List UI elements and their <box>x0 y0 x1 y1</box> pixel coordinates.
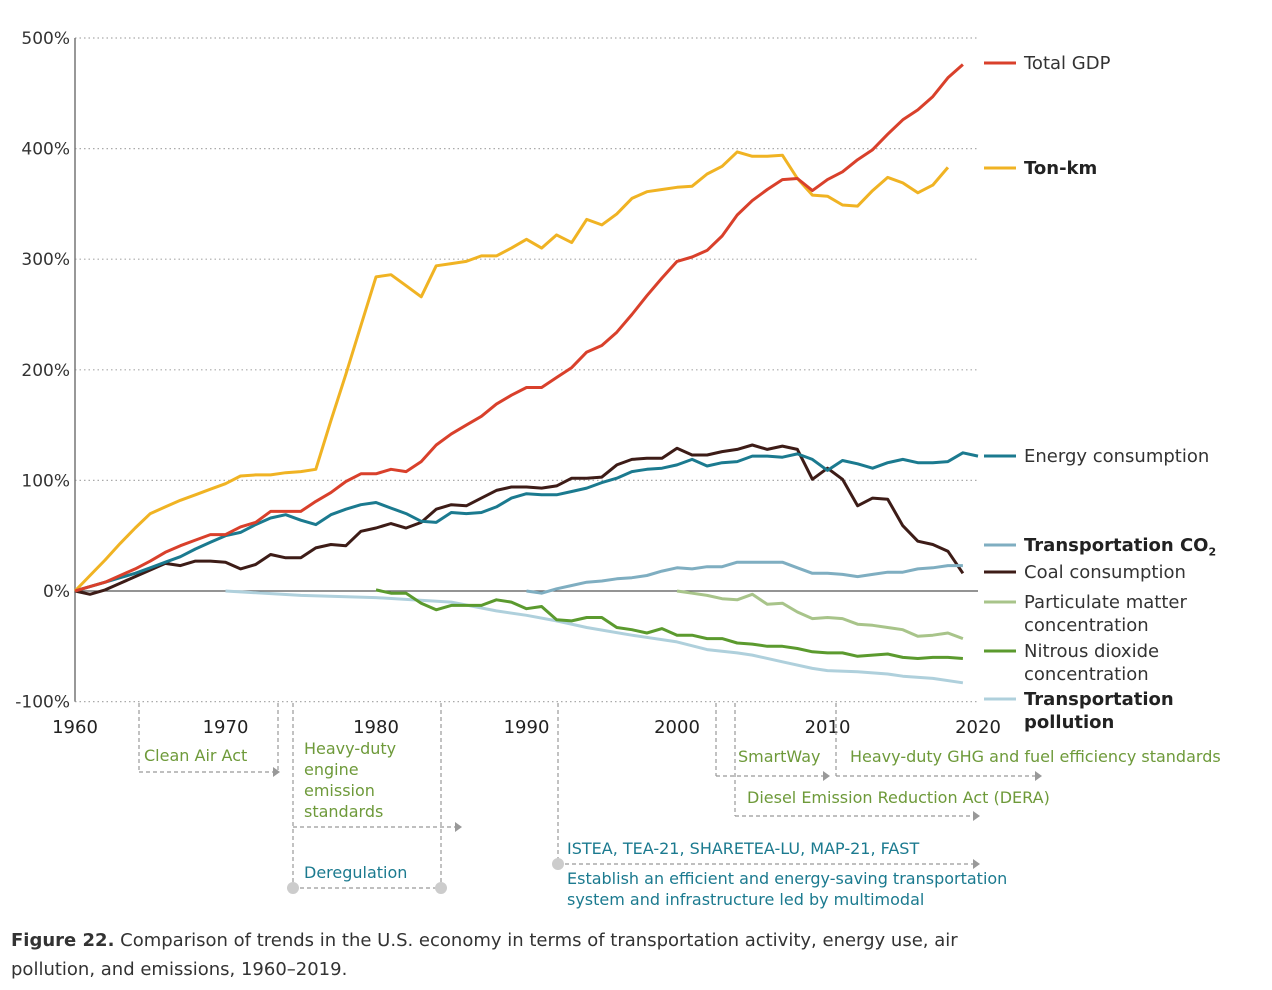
series-nitrous-dioxide-concentration <box>375 588 964 660</box>
co2-subscript: 2 <box>1208 545 1217 559</box>
legend-transportation-pollution: Transportation pollution <box>1024 688 1174 734</box>
series-particulate-matter-concentration <box>676 589 964 641</box>
y-tick-label: 300% <box>21 250 70 270</box>
x-tick-label: 1970 <box>203 717 249 738</box>
legend-total-gdp: Total GDP <box>1024 53 1111 74</box>
pm-line-2: concentration <box>1024 615 1149 636</box>
arrow-icon <box>455 822 462 832</box>
timeline-dot-icon <box>287 882 299 894</box>
legend-energy-consumption: Energy consumption <box>1024 446 1210 467</box>
annotation-heavy-duty-ghg: Heavy-duty GHG and fuel efficiency stand… <box>850 747 1221 766</box>
annotation-smartway: SmartWay <box>738 747 821 766</box>
x-tick-label: 1960 <box>52 717 98 738</box>
annotation-clean-air-act: Clean Air Act <box>144 746 248 765</box>
hd-line-3: emission <box>304 781 375 800</box>
arrow-icon <box>273 767 280 777</box>
arrow-icon <box>1035 771 1042 781</box>
y-tick-label: 100% <box>21 471 70 491</box>
annotation-dera: Diesel Emission Reduction Act (DERA) <box>747 788 1050 807</box>
figure-caption: Figure 22. Comparison of trends in the U… <box>11 926 971 984</box>
series-ton-km <box>73 150 950 593</box>
legend-coal-consumption: Coal consumption <box>1024 562 1186 583</box>
series-transportation-pollution <box>225 589 964 685</box>
caption-label: Figure 22. <box>11 930 115 951</box>
pm-line-1: Particulate matter <box>1024 592 1187 613</box>
legend-nitrous-dioxide: Nitrous dioxide concentration <box>1024 640 1159 686</box>
series-total-gdp <box>74 63 964 593</box>
pol-line-1: Transportation <box>1024 689 1174 710</box>
y-tick-label: 0% <box>43 582 70 602</box>
annotation-heavy-duty-engine: Heavy-duty engine emission standards <box>304 738 396 822</box>
annotation-deregulation: Deregulation <box>304 863 408 882</box>
co2-label: Transportation CO <box>1024 535 1209 556</box>
x-tick-label: 1980 <box>353 717 399 738</box>
x-tick-label: 2000 <box>654 717 700 738</box>
series-energy-consumption <box>74 451 979 593</box>
legend-ton-km: Ton-km <box>1024 158 1098 179</box>
x-tick-label: 2020 <box>955 717 1001 738</box>
legend-transportation-co2: Transportation CO2 <box>1024 534 1216 564</box>
arrow-icon <box>973 811 980 821</box>
annotation-istea: ISTEA, TEA-21, SHARETEA-LU, MAP-21, FAST <box>567 839 920 858</box>
timeline-dot-icon <box>552 858 564 870</box>
y-tick-label: 400% <box>21 140 70 160</box>
legend-particulate-matter: Particulate matter concentration <box>1024 591 1187 637</box>
hd-line-1: Heavy-duty <box>304 739 397 758</box>
timeline-dot-icon <box>435 882 447 894</box>
hd-line-2: engine <box>304 760 359 779</box>
y-tick-label: 500% <box>21 29 70 49</box>
series-transportation-co2 <box>526 560 963 595</box>
x-tick-label: 1990 <box>504 717 550 738</box>
x-tick-label: 2010 <box>805 717 851 738</box>
hd-line-4: standards <box>304 802 384 821</box>
arrow-icon <box>973 859 980 869</box>
establish-line-2: system and infrastructure led by multimo… <box>567 890 925 909</box>
arrow-icon <box>823 771 830 781</box>
y-tick-label: -100% <box>15 693 70 713</box>
no2-line-1: Nitrous dioxide <box>1024 641 1160 662</box>
annotation-establish: Establish an efficient and energy-saving… <box>567 868 1007 910</box>
caption-text: Comparison of trends in the U.S. economy… <box>11 930 958 980</box>
no2-line-2: concentration <box>1024 664 1149 685</box>
series-coal-consumption <box>74 443 965 596</box>
pol-line-2: pollution <box>1024 712 1115 733</box>
y-tick-label: 200% <box>21 361 70 381</box>
establish-line-1: Establish an efficient and energy-saving… <box>567 869 1008 888</box>
